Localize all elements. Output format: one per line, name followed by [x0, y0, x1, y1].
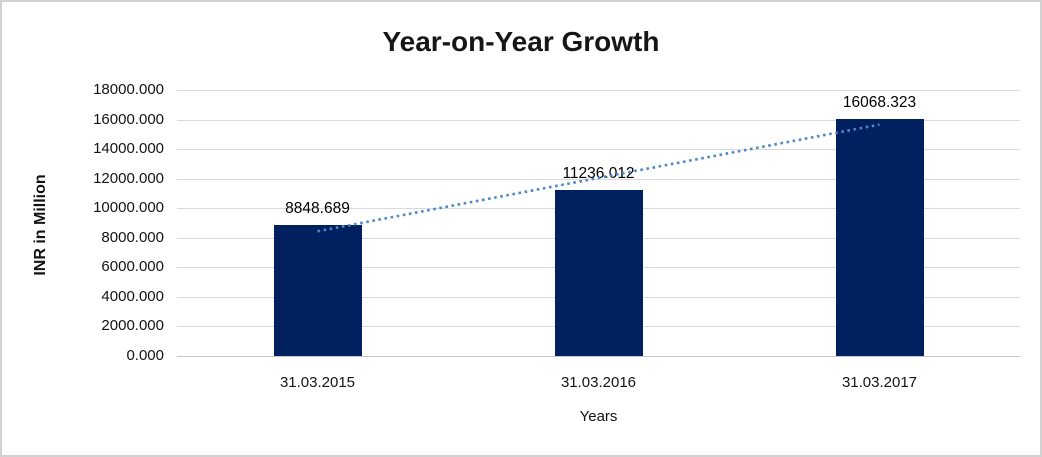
gridline [177, 90, 1020, 91]
chart-title: Year-on-Year Growth [382, 26, 660, 57]
y-tick-label: 16000.000 [93, 110, 164, 128]
x-tick-label: 31.03.2017 [841, 374, 918, 391]
y-tick-label: 8000.000 [101, 228, 164, 246]
bar-value-label: 11236.012 [562, 164, 635, 182]
bar [554, 189, 643, 356]
y-tick-label: 10000.000 [93, 199, 164, 217]
y-tick-label: 12000.000 [93, 169, 164, 187]
x-axis-line [177, 356, 1020, 357]
gridline [177, 149, 1020, 151]
bar-value-label: 8848.689 [285, 200, 350, 218]
gridline [177, 119, 1020, 121]
x-tick-label: 31.03.2015 [279, 374, 356, 391]
y-tick-label: 18000.000 [93, 81, 164, 98]
y-tick-label: 6000.000 [101, 258, 164, 276]
x-tick-label: 31.03.2016 [560, 374, 637, 391]
y-tick-label: 14000.000 [93, 140, 164, 158]
bar [835, 118, 924, 356]
y-tick-label: 4000.000 [101, 287, 164, 305]
x-axis-title: Years [579, 408, 618, 425]
bar-value-label: 16068.323 [842, 93, 917, 111]
plot-area: 8848.689 11236.012 16068.323 [177, 90, 1020, 357]
bar [273, 225, 362, 356]
trendline [317, 123, 880, 233]
y-tick-label: 2000.000 [101, 317, 164, 335]
y-tick-label: 0.000 [126, 347, 164, 364]
